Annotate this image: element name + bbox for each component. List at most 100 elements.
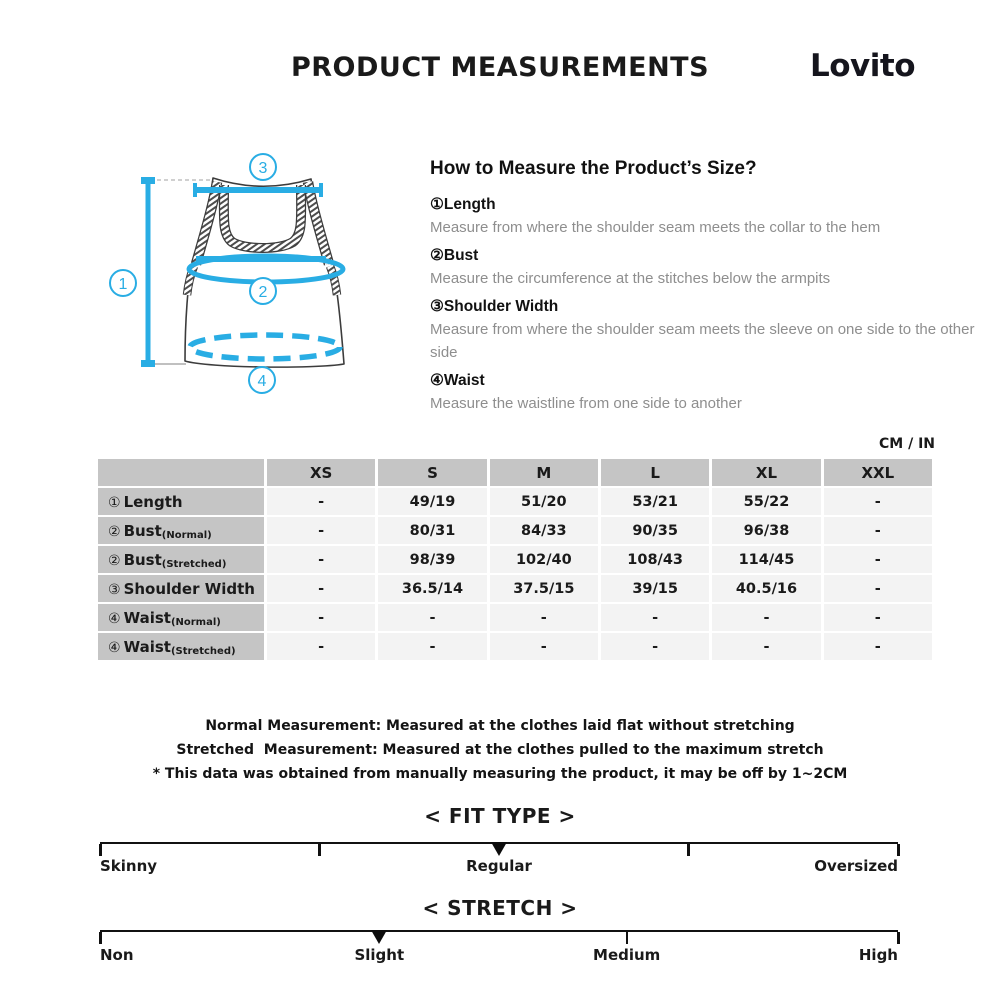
garment-diagram: 1 2 3 4 bbox=[109, 153, 346, 394]
measurement-value-cell: - bbox=[267, 517, 376, 544]
measurement-value-cell: - bbox=[823, 517, 932, 544]
measurement-value-cell: - bbox=[712, 604, 821, 631]
scale-tick bbox=[687, 844, 690, 856]
stretch-scale bbox=[99, 930, 900, 946]
measurement-value-cell: - bbox=[267, 604, 376, 631]
how-to-items: ①Length Measure from where the shoulder s… bbox=[430, 193, 990, 415]
measurement-label-cell: ① Length bbox=[98, 488, 264, 515]
scale-tick bbox=[318, 844, 321, 856]
measure-instruction: ④Waist Measure the waistline from one sid… bbox=[430, 369, 990, 415]
measurement-label-cell: ② Bust(Stretched) bbox=[98, 546, 264, 573]
note-line-stretched: Stretched Measurement: Measured at the c… bbox=[176, 742, 824, 758]
measurement-value-cell: 108/43 bbox=[600, 546, 710, 573]
svg-text:1: 1 bbox=[119, 276, 128, 293]
scale-tick bbox=[625, 932, 629, 944]
row-number-icon: ① bbox=[108, 494, 121, 511]
diagram-label-3: 3 bbox=[249, 153, 277, 181]
measurement-value-cell: 40.5/16 bbox=[712, 575, 821, 602]
measurement-value-cell: 39/15 bbox=[600, 575, 710, 602]
measurement-value-cell: - bbox=[267, 546, 376, 573]
scale-label: Medium bbox=[593, 946, 661, 964]
size-column-header: S bbox=[378, 459, 487, 486]
note-line-normal: Normal Measurement: Measured at the clot… bbox=[205, 718, 795, 734]
measurement-value-cell: - bbox=[712, 633, 821, 660]
tank-top-outline bbox=[182, 177, 345, 368]
measurement-value-cell: 37.5/15 bbox=[489, 575, 598, 602]
table-row: ① Length -49/19 51/20 53/21 55/22- bbox=[98, 488, 932, 515]
size-column-header: XXL bbox=[823, 459, 932, 486]
measurement-sub-label: (Stretched) bbox=[170, 645, 236, 657]
measurement-value-cell: 98/39 bbox=[378, 546, 487, 573]
table-corner-cell bbox=[98, 459, 264, 486]
size-column-header: M bbox=[489, 459, 598, 486]
scale-tick bbox=[897, 844, 900, 856]
scale-label: Skinny bbox=[100, 857, 158, 875]
measurement-value-cell: - bbox=[823, 546, 932, 573]
measure-instruction: ②Bust Measure the circumference at the st… bbox=[430, 244, 990, 290]
how-to-measure-section: How to Measure the Product’s Size? ①Leng… bbox=[430, 158, 990, 415]
table-row: ③ Shoulder Width -36.5/14 37.5/15 39/15 40.5/… bbox=[98, 575, 932, 602]
stretch-title: < STRETCH > bbox=[422, 896, 578, 920]
measurement-value-cell: - bbox=[823, 604, 932, 631]
measurement-value-cell: 55/22 bbox=[712, 488, 821, 515]
measurement-value-cell: - bbox=[267, 575, 376, 602]
row-number-icon: ④ bbox=[108, 610, 121, 627]
size-column-header: XS bbox=[267, 459, 376, 486]
measurement-sub-label: (Normal) bbox=[170, 616, 221, 628]
scale-tick bbox=[99, 844, 102, 856]
measurement-value-cell: 102/40 bbox=[489, 546, 598, 573]
measurement-label-cell: ② Bust(Normal) bbox=[98, 517, 264, 544]
measurement-value-cell: 114/45 bbox=[712, 546, 821, 573]
measurement-value-cell: 96/38 bbox=[712, 517, 821, 544]
notes: Normal Measurement: Measured at the clot… bbox=[0, 714, 1000, 786]
measurement-label-cell: ④ Waist(Stretched) bbox=[98, 633, 264, 660]
row-number-icon: ② bbox=[108, 552, 121, 569]
measurement-value-cell: 80/31 bbox=[378, 517, 487, 544]
fit-type-labels: Skinny Regular Oversized bbox=[100, 857, 898, 877]
measurement-value-cell: 84/33 bbox=[489, 517, 598, 544]
diagram-label-4: 4 bbox=[248, 366, 276, 394]
measurement-value-cell: 36.5/14 bbox=[378, 575, 487, 602]
measurement-sub-label: (Normal) bbox=[161, 529, 212, 541]
table-row: ④ Waist(Stretched) - - - - - - bbox=[98, 633, 932, 660]
measure-item-desc: Measure the waistline from one side to a… bbox=[430, 395, 742, 412]
unit-label: CM / IN bbox=[879, 436, 935, 452]
shoulder-measure-line bbox=[193, 183, 323, 197]
measure-item-desc: Measure the circumference at the stitche… bbox=[430, 270, 831, 287]
measurement-value-cell: - bbox=[267, 633, 376, 660]
scale-label: High bbox=[858, 946, 898, 964]
row-number-icon: ② bbox=[108, 523, 121, 540]
measure-item-name: ①Length bbox=[430, 196, 496, 213]
measurement-value-cell: - bbox=[600, 604, 710, 631]
scale-marker-icon bbox=[371, 930, 388, 944]
scale-label: Oversized bbox=[814, 857, 898, 875]
measure-item-desc: Measure from where the shoulder seam mee… bbox=[430, 219, 881, 236]
measurement-value-cell: - bbox=[489, 633, 598, 660]
measurement-value-cell: - bbox=[823, 575, 932, 602]
waist-measure-ellipse bbox=[187, 332, 343, 362]
table-row: ④ Waist(Normal) - - - - - - bbox=[98, 604, 932, 631]
measure-item-name: ②Bust bbox=[430, 247, 479, 264]
row-number-icon: ③ bbox=[108, 581, 121, 598]
diagram-label-1: 1 bbox=[109, 269, 137, 297]
note-line-disclaimer: * This data was obtained from manually m… bbox=[152, 766, 848, 782]
scale-tick bbox=[897, 932, 900, 944]
size-column-header: XL bbox=[712, 459, 821, 486]
table-row: ② Bust(Stretched) -98/39 102/40 108/43 114/45… bbox=[98, 546, 932, 573]
measurement-value-cell: - bbox=[823, 488, 932, 515]
scale-marker-icon bbox=[491, 842, 507, 856]
svg-text:2: 2 bbox=[259, 284, 268, 301]
measurement-label-cell: ③ Shoulder Width bbox=[98, 575, 264, 602]
svg-text:3: 3 bbox=[259, 160, 268, 177]
measurement-value-cell: - bbox=[267, 488, 376, 515]
stretch-labels: Non Slight Medium High bbox=[100, 946, 898, 966]
table-row: ② Bust(Normal) -80/31 84/33 90/35 96/38- bbox=[98, 517, 932, 544]
scale-tick bbox=[99, 932, 102, 944]
measurement-value-cell: - bbox=[600, 633, 710, 660]
size-column-header: L bbox=[600, 459, 710, 486]
fit-type-scale bbox=[99, 842, 900, 858]
measurement-value-cell: 53/21 bbox=[600, 488, 710, 515]
measure-item-name: ④Waist bbox=[430, 372, 485, 389]
measure-instruction: ①Length Measure from where the shoulder s… bbox=[430, 193, 990, 239]
lovito-logo: Lovito bbox=[810, 48, 916, 84]
